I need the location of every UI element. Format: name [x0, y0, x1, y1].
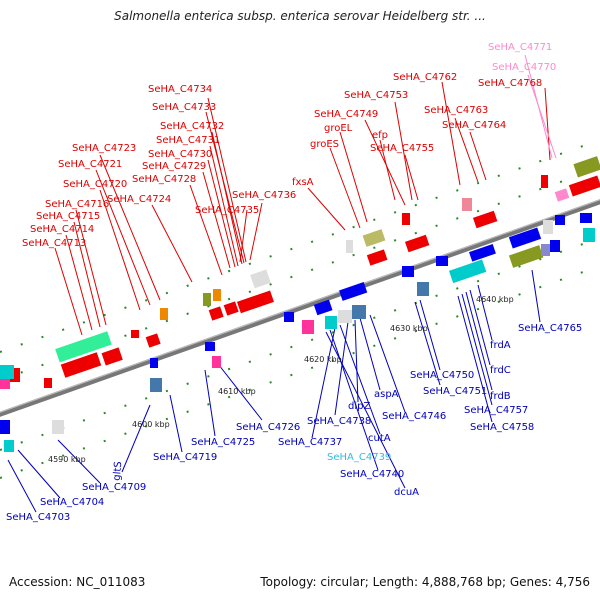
label-SeHA_C4732: SeHA_C4732	[160, 121, 224, 132]
label-SeHA_C4755: SeHA_C4755	[370, 143, 434, 154]
label-SeHA_C4770: SeHA_C4770	[492, 62, 556, 73]
label-SeHA_C4757: SeHA_C4757	[464, 405, 528, 416]
scale-ticks: 4590 kbp 4600 kbp 4610 kbp 4620 kbp 4630…	[48, 295, 514, 464]
label-SeHA_C4704: SeHA_C4704	[40, 497, 104, 508]
label-frdB: frdB	[490, 391, 511, 402]
backbone-line	[0, 199, 600, 417]
label-SeHA_C4746: SeHA_C4746	[382, 411, 446, 422]
label-SeHA_C4738: SeHA_C4738	[307, 416, 371, 427]
reverse-leader-lines	[7, 269, 541, 513]
topology-summary: Topology: circular; Length: 4,888,768 bp…	[260, 575, 590, 589]
label-SeHA_C4762: SeHA_C4762	[393, 72, 457, 83]
label-SeHA_C4714: SeHA_C4714	[30, 224, 94, 235]
tick-4590-kbp: 4590 kbp	[48, 455, 86, 464]
label-SeHA_C4726: SeHA_C4726	[236, 422, 300, 433]
backbone-highlight	[0, 199, 600, 413]
label-SeHA_C4729: SeHA_C4729	[142, 161, 206, 172]
label-SeHA_C4730: SeHA_C4730	[148, 149, 212, 160]
label-SeHA_C4734: SeHA_C4734	[148, 84, 212, 95]
label-SeHA_C4750: SeHA_C4750	[410, 370, 474, 381]
label-SeHA_C4723: SeHA_C4723	[72, 143, 136, 154]
label-SeHA_C4736: SeHA_C4736	[232, 190, 296, 201]
reverse-labels: SeHA_C4765 frdA frdC frdB SeHA_C4757 SeH…	[6, 323, 582, 523]
accession-text: Accession: NC_011083	[9, 575, 146, 589]
label-aspA: aspA	[374, 389, 399, 400]
tick-4640-kbp: 4640 kbp	[476, 295, 514, 304]
label-cutA: cutA	[368, 433, 391, 444]
label-SeHA_C4703: SeHA_C4703	[6, 512, 70, 523]
label-SeHA_C4763: SeHA_C4763	[424, 105, 488, 116]
label-SeHA_C4749: SeHA_C4749	[314, 109, 378, 120]
label-SeHA_C4764: SeHA_C4764	[442, 120, 506, 131]
label-SeHA_C4753: SeHA_C4753	[344, 90, 408, 101]
tick-4600-kbp: 4600 kbp	[132, 420, 170, 429]
label-SeHA_C4709: SeHA_C4709	[82, 482, 146, 493]
rna-leader-lines	[524, 54, 557, 159]
label-SeHA_C4725: SeHA_C4725	[191, 437, 255, 448]
tick-4620-kbp: 4620 kbp	[304, 355, 342, 364]
label-SeHA_C4768: SeHA_C4768	[478, 78, 542, 89]
label-SeHA_C4735: SeHA_C4735	[195, 205, 259, 216]
label-gltS: gltS	[112, 461, 125, 481]
label-SeHA_C4740: SeHA_C4740	[340, 469, 404, 480]
forward-leader-lines	[54, 81, 551, 336]
label-SeHA_C4715: SeHA_C4715	[36, 211, 100, 222]
tick-4610-kbp: 4610 kbp	[218, 387, 256, 396]
label-SeHA_C4737: SeHA_C4737	[278, 437, 342, 448]
forward-labels: SeHA_C4771 SeHA_C4770 SeHA_C4768 SeHA_C4…	[22, 42, 556, 249]
label-SeHA_C4751: SeHA_C4751	[423, 386, 487, 397]
label-SeHA_C4765: SeHA_C4765	[518, 323, 582, 334]
label-SeHA_C4758: SeHA_C4758	[470, 422, 534, 433]
label-SeHA_C4720: SeHA_C4720	[63, 179, 127, 190]
label-SeHA_C4728: SeHA_C4728	[132, 174, 196, 185]
label-groEL: groEL	[324, 123, 353, 134]
forward-genes	[0, 156, 600, 389]
map-title: Salmonella enterica subsp. enterica sero…	[114, 9, 486, 23]
label-SeHA_C4724: SeHA_C4724	[107, 194, 171, 205]
label-SeHA_C4771: SeHA_C4771	[488, 42, 552, 53]
label-SeHA_C4719: SeHA_C4719	[153, 452, 217, 463]
reverse-genes	[0, 213, 595, 452]
label-groES: groES	[310, 139, 339, 150]
label-frdC: frdC	[490, 365, 511, 376]
tick-4630-kbp: 4630 kbp	[390, 324, 428, 333]
label-dipZ: dipZ	[348, 401, 370, 412]
label-SeHA_C4731: SeHA_C4731	[156, 135, 220, 146]
label-SeHA_C4733: SeHA_C4733	[152, 102, 216, 113]
label-SeHA_C4713: SeHA_C4713	[22, 238, 86, 249]
label-SeHA_C4739: SeHA_C4739	[327, 452, 391, 463]
label-efp: efp	[372, 130, 388, 141]
genome-diagram: SeHA_C4771 SeHA_C4770 SeHA_C4768 SeHA_C4…	[0, 42, 600, 523]
label-fxsA: fxsA	[292, 177, 314, 188]
label-dcuA: dcuA	[394, 487, 419, 498]
label-SeHA_C4716: SeHA_C4716	[45, 199, 109, 210]
label-frdA: frdA	[490, 340, 511, 351]
label-SeHA_C4721: SeHA_C4721	[58, 159, 122, 170]
